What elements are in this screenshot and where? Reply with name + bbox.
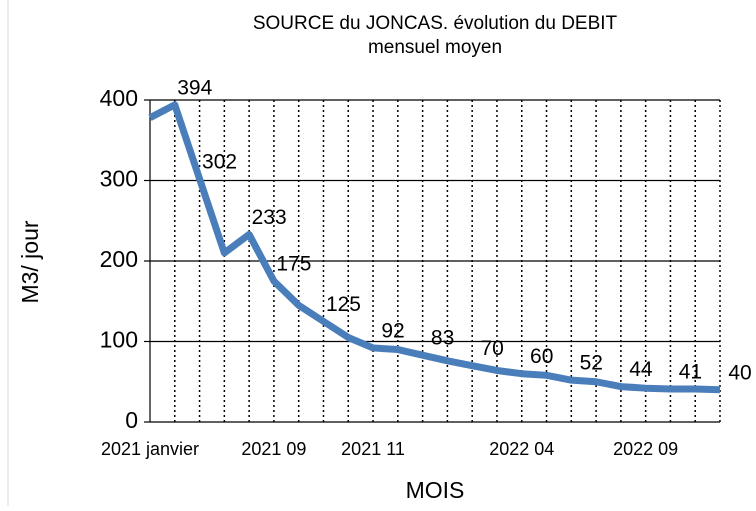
data-label: 175 [276, 253, 311, 276]
x-tick-label: 2022 04 [489, 439, 554, 459]
data-label: 302 [202, 150, 237, 173]
y-axis-title: M3/ jour [17, 220, 43, 303]
y-tick-label: 400 [100, 85, 138, 111]
data-label: 52 [580, 352, 603, 375]
data-line [148, 101, 721, 394]
y-tick-label: 0 [125, 407, 138, 433]
data-label: 60 [530, 345, 553, 368]
data-label: 70 [480, 337, 503, 360]
x-tick-label: 2021 janvier [101, 439, 199, 459]
data-label: 44 [629, 358, 653, 381]
x-tick-label: 2021 11 [341, 439, 405, 459]
data-label: 92 [381, 319, 404, 342]
data-label: 40 [728, 361, 751, 384]
data-label: 41 [679, 361, 702, 384]
y-tick-label: 300 [100, 166, 138, 192]
x-tick-label: 2021 09 [241, 439, 306, 459]
y-tick-label: 200 [100, 246, 138, 272]
chart-title: SOURCE du JONCAS. évolution du DEBIT [253, 13, 618, 34]
x-tick-label: 2022 09 [613, 439, 678, 459]
y-tick-label: 100 [100, 327, 138, 353]
data-label: 83 [431, 327, 454, 350]
chart-title: mensuel moyen [368, 37, 502, 58]
x-axis-title: MOIS [406, 477, 465, 503]
data-label: 394 [177, 76, 212, 99]
data-label: 125 [326, 293, 361, 316]
data-label: 233 [252, 206, 287, 229]
